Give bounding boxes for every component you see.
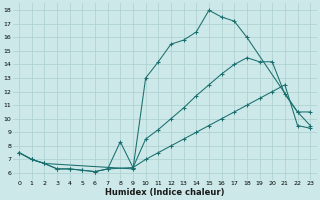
X-axis label: Humidex (Indice chaleur): Humidex (Indice chaleur) <box>105 188 224 197</box>
